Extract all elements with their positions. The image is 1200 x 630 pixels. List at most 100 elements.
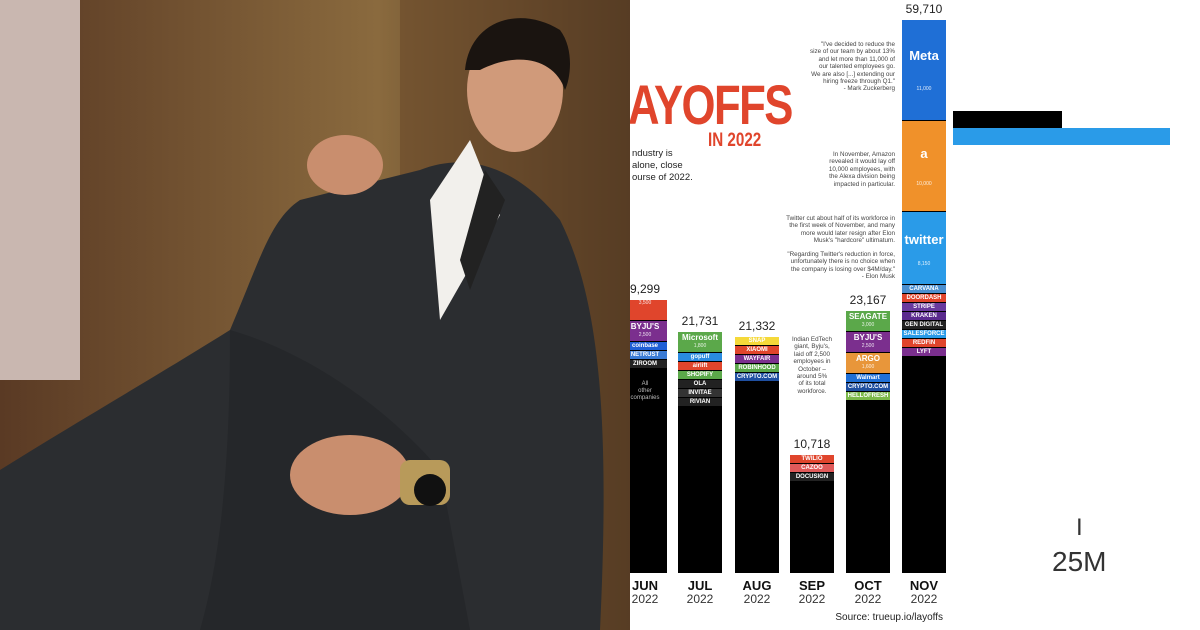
bar-segment: REDFIN [902, 339, 946, 347]
annotation-line: "Regarding Twitter's reduction in force, [787, 251, 895, 258]
segment-label: HELLOFRESH [847, 393, 889, 399]
segment-label: SNAP [748, 338, 766, 344]
subtitle: IN 2022 [708, 130, 762, 151]
annotation-line: laid off 2,500 [794, 350, 830, 358]
intro-line: alone, close [632, 160, 683, 171]
bar-segment: DOORDASH [902, 294, 946, 302]
column-note: All other companies [630, 381, 667, 402]
note-line: companies [630, 395, 660, 401]
bar-segment: CRYPTO.COM [846, 383, 890, 391]
intro: ndustry is alone, close ourse of 2022. [632, 148, 693, 184]
segment-label: DOORDASH [906, 295, 942, 301]
segment-label: ROBINHOOD [738, 365, 776, 371]
segment-value: 11,000 [916, 86, 932, 92]
annotation-line: our talented employees go. [819, 63, 895, 71]
segment-label: a [920, 146, 928, 161]
annotation-line: "I've decided to reduce the [820, 41, 895, 48]
annotation-line: of its total [798, 380, 826, 388]
segment-label: WAYFAIR [743, 356, 771, 362]
segment-label: OLA [693, 381, 707, 387]
annotation: In November, Amazon revealed it would lay… [775, 151, 895, 188]
infographic: AYOFFS IN 2022 ndustry is alone, close our… [630, 0, 953, 630]
bar-segment: BYJU'S 2,500 [846, 332, 890, 352]
segment-label: gopuff [690, 354, 710, 360]
annotation-line: Musk's "hardcore" ultimatum. [813, 237, 895, 245]
bar-segment: Walmart [846, 374, 890, 382]
segment-label: Walmart [856, 375, 880, 381]
segment-label: CRYPTO.COM [847, 384, 889, 390]
annotation-line: October – [798, 365, 826, 373]
annotation-line: more would later resign after Elon [800, 229, 895, 237]
annotation-line: workforce. [797, 387, 827, 395]
annotation: Indian EdTech giant, Byju's, laid off 2,50… [787, 336, 837, 395]
annotation: Twitter cut about half of its workforce … [745, 215, 895, 245]
column-total: 21,731 [681, 314, 719, 328]
bar-segment: coinbase [630, 342, 667, 350]
bar-segment: GEN DIGITAL [902, 321, 946, 329]
intro-line: ndustry is [632, 148, 673, 159]
annotation: "Regarding Twitter's reduction in force,… [745, 251, 895, 281]
annotation-line: Indian EdTech [792, 336, 832, 343]
bar-segment: ARGO 1,600 [846, 353, 890, 373]
segment-label: NETRUST [630, 352, 660, 358]
annotation-line: size of our team by about 13% [809, 48, 895, 56]
note-line: other [638, 388, 652, 394]
segment-label: CAZOO [801, 465, 823, 471]
bar-segment: SHOPIFY [678, 371, 722, 379]
bar-segment: CAZOO [790, 464, 834, 472]
intro-line: ourse of 2022. [632, 172, 693, 183]
bar-segment: airlift [678, 362, 722, 370]
annotation-line: unfortunately there is no choice when [790, 258, 895, 266]
segment-label: Meta [909, 48, 939, 63]
segment-value: 8,150 [917, 261, 931, 268]
month-label: JUN [631, 578, 658, 593]
segment-label: XIAOMI [746, 347, 768, 353]
segment-label: REDFIN [912, 340, 936, 346]
segment-label: LYFT [916, 349, 932, 355]
bar-segment: SALESFORCE [902, 330, 946, 338]
annotation-line: impacted in particular. [833, 180, 895, 188]
annotation-line: Twitter cut about half of its workforce … [786, 215, 895, 222]
annotation-line: giant, Byju's, [794, 343, 830, 351]
annotation-line: and let more than 11,000 of [818, 55, 895, 63]
annotation-line: We are also [...] extending our [811, 70, 895, 78]
segment-label: SEAGATE [848, 312, 888, 321]
year-label: 2022 [854, 592, 882, 606]
year-label: 2022 [631, 592, 659, 606]
month-label: AUG [742, 578, 772, 593]
segment-label: BYJU'S [630, 322, 660, 331]
bar-segment: CARVANA [902, 285, 946, 293]
bar-segment: a 10,000 [902, 121, 946, 211]
segment-label: CARVANA [909, 286, 939, 292]
bar-segment: SEAGATE 3,000 [846, 311, 890, 331]
segment-value: 1,800 [693, 343, 707, 349]
year-label: 2022 [910, 592, 938, 606]
title: AYOFFS [630, 73, 793, 136]
month-label: JUL [687, 578, 713, 593]
bar-segment: CRYPTO.COM [735, 373, 779, 381]
bar-segment: TWILIO [790, 455, 834, 463]
photo [0, 0, 630, 630]
bar-segment: WAYFAIR [735, 355, 779, 363]
segment-value: 1,600 [861, 364, 875, 370]
annotation-line: revealed it would lay off [829, 158, 895, 166]
segment-value: 10,000 [916, 181, 932, 187]
segment-label: CRYPTO.COM [736, 374, 778, 380]
bar-segment: Meta 11,000 [902, 20, 946, 120]
year-label: 2022 [686, 592, 714, 606]
segment-value: 3,500 [638, 300, 652, 306]
segment-value: 2,500 [638, 332, 652, 338]
bar-segment: NETRUST [630, 351, 667, 359]
bar-segment: KRAKEN [902, 312, 946, 320]
annotation-line: - Mark Zuckerberg [843, 85, 895, 93]
year-label: 2022 [798, 592, 826, 606]
segment-label: ZIROOM [633, 361, 657, 367]
segment-label: RIVIAN [689, 399, 711, 405]
segment-label: twitter [904, 232, 944, 247]
segment-label: DOCUSIGN [795, 474, 829, 480]
year-label: 2022 [743, 592, 771, 606]
annotation-line: the first week of November, and many [789, 222, 895, 230]
bar-segment: OLA [678, 380, 722, 388]
segment-label: coinbase [631, 343, 658, 349]
month-label: NOV [909, 578, 939, 593]
